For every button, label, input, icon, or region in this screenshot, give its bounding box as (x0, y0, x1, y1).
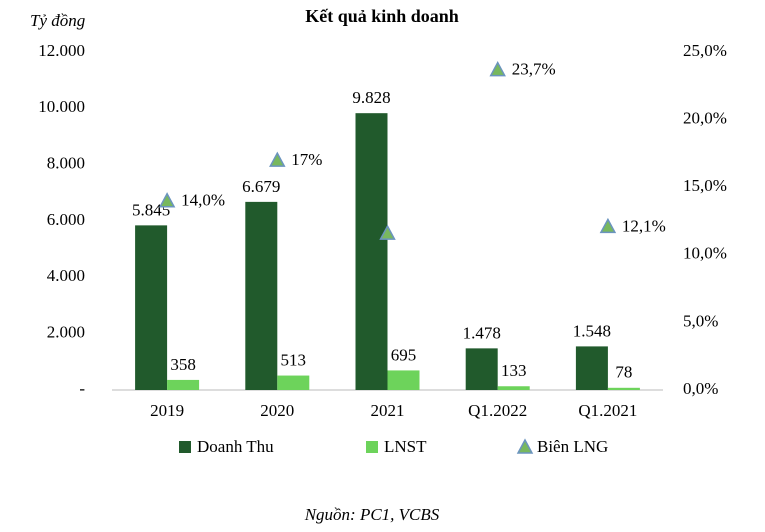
y2-tick-label: 20,0% (683, 109, 727, 128)
chart-title: Kết quả kinh doanh (305, 6, 459, 26)
legend-label: Doanh Thu (197, 437, 274, 456)
marker (379, 224, 396, 240)
data-label: 1.478 (463, 323, 501, 342)
data-label: 9.828 (352, 88, 390, 107)
bar (245, 201, 278, 390)
data-label: 17% (291, 150, 322, 169)
x-tick-label: 2019 (150, 401, 184, 420)
bar (387, 370, 420, 390)
bar (465, 348, 498, 390)
data-label: 133 (501, 361, 527, 380)
data-label: 695 (391, 345, 417, 364)
y-tick-label: - (79, 379, 85, 398)
source: Nguồn: PC1, VCBS (304, 505, 440, 524)
y2-tick-label: 25,0% (683, 41, 727, 60)
x-tick-label: 2021 (371, 401, 405, 420)
legend-label: Biên LNG (537, 437, 608, 456)
data-label: 78 (615, 363, 632, 382)
marker (489, 60, 506, 77)
y-tick-label: 12.000 (38, 41, 85, 60)
x-tick-label: Q1.2021 (578, 401, 637, 420)
y-tick-label: 2.000 (47, 323, 85, 342)
x-tick-label: Q1.2022 (468, 401, 527, 420)
y2-tick-label: 15,0% (683, 176, 727, 195)
y-axis-label: Tỷ đồng (30, 11, 85, 30)
x-tick-label: 2020 (260, 401, 294, 420)
legend-swatch (366, 441, 378, 453)
data-label: 358 (170, 355, 196, 374)
data-label: 14,0% (181, 191, 225, 210)
bar (575, 346, 608, 390)
legend-marker (516, 438, 534, 454)
y2-tick-label: 0,0% (683, 379, 718, 398)
data-label: 6.679 (242, 177, 280, 196)
marker (158, 192, 176, 208)
bar (167, 379, 200, 390)
bar (277, 375, 310, 390)
legend-label: LNST (384, 437, 427, 456)
bar (497, 386, 530, 390)
bar (135, 225, 168, 390)
marker (269, 151, 286, 167)
y-tick-label: 10.000 (38, 97, 85, 116)
data-label: 23,7% (512, 59, 556, 78)
bar (355, 113, 388, 390)
data-label: 1.548 (573, 321, 611, 340)
data-label: 513 (281, 350, 307, 369)
bar (607, 387, 640, 390)
marker (599, 217, 617, 234)
y2-tick-label: 10,0% (683, 244, 727, 263)
data-label: 12,1% (622, 216, 666, 235)
legend-swatch (179, 441, 191, 453)
y-tick-label: 8.000 (47, 154, 85, 173)
y-tick-label: 6.000 (47, 210, 85, 229)
y2-tick-label: 5,0% (683, 311, 718, 330)
y-tick-label: 4.000 (47, 266, 85, 285)
